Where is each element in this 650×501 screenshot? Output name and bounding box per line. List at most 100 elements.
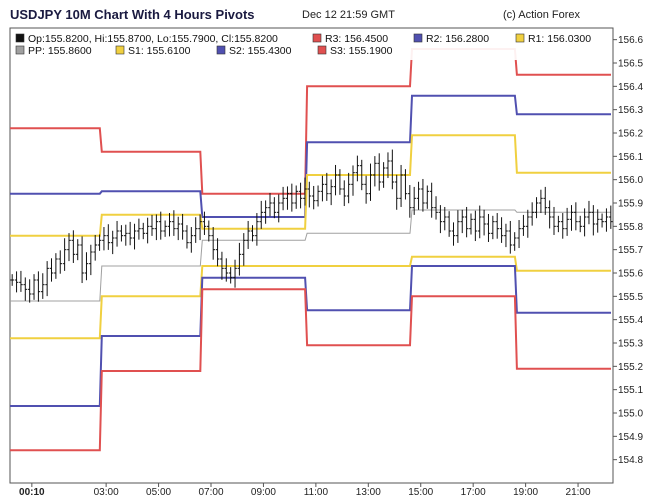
price-bar	[263, 200, 268, 224]
price-bar	[185, 225, 189, 249]
pivot-line-s1	[10, 255, 611, 340]
price-bar	[429, 182, 434, 218]
price-bar	[434, 196, 438, 220]
y-tick-label: 154.9	[618, 432, 643, 443]
price-bar	[115, 220, 119, 247]
price-bar	[438, 205, 443, 234]
price-bar	[23, 277, 28, 301]
price-bar	[158, 211, 163, 240]
price-bar	[276, 194, 281, 223]
price-bar	[473, 210, 478, 242]
price-bar	[84, 252, 89, 281]
price-bar	[517, 220, 521, 249]
price-bar	[54, 253, 58, 279]
price-bar	[403, 169, 408, 200]
price-bar	[499, 217, 504, 243]
price-bar	[368, 163, 373, 201]
price-bar	[534, 197, 539, 219]
legend-swatch	[115, 45, 125, 55]
price-bar	[491, 215, 495, 240]
price-bar	[272, 197, 277, 219]
price-bar	[202, 211, 207, 235]
price-bar	[311, 185, 316, 210]
legend-background	[11, 29, 591, 60]
price-bar	[193, 217, 198, 243]
price-bar	[10, 274, 14, 286]
price-bar	[381, 162, 386, 188]
price-bar	[172, 210, 176, 236]
price-bar	[412, 186, 416, 215]
x-tick-label: 00:10	[19, 487, 45, 498]
price-bar	[355, 155, 360, 182]
price-bar	[386, 152, 390, 179]
price-bar	[456, 210, 460, 243]
price-bar	[600, 213, 604, 228]
price-bar	[408, 185, 412, 218]
price-bar	[150, 214, 154, 236]
price-bar	[469, 213, 473, 235]
price-bar	[486, 213, 491, 242]
legend-entry: S3: 155.1900	[330, 45, 393, 57]
price-bar	[268, 192, 272, 217]
price-bar	[464, 206, 469, 238]
y-tick-label: 155.9	[618, 199, 643, 210]
legend-entry: Op:155.8200, Hi:155.8700, Lo:155.7900, C…	[28, 33, 278, 45]
y-tick-label: 155.8	[618, 222, 643, 233]
price-bar	[595, 209, 600, 233]
price-bar	[119, 225, 124, 242]
price-bar	[530, 202, 534, 226]
price-bar	[102, 227, 106, 251]
price-bar	[145, 217, 150, 244]
legend-entry: S1: 155.6100	[128, 45, 191, 57]
price-bar	[241, 233, 246, 266]
y-tick-label: 155.2	[618, 362, 643, 373]
price-bar	[556, 215, 561, 233]
price-bar	[298, 182, 303, 209]
y-tick-label: 155.5	[618, 292, 643, 303]
legend-swatch	[312, 33, 322, 43]
price-bars	[10, 149, 613, 303]
y-tick-label: 156.3	[618, 105, 643, 116]
price-bar	[587, 200, 591, 225]
y-tick-label: 155.0	[618, 409, 643, 420]
price-bar	[62, 238, 67, 271]
legend-entry: R2: 156.2800	[426, 33, 489, 45]
price-bar	[425, 185, 430, 209]
price-bar	[154, 214, 159, 241]
price-bar	[547, 200, 552, 229]
price-bar	[447, 211, 451, 237]
price-bar	[75, 239, 80, 261]
price-bar	[482, 209, 486, 236]
price-bar	[569, 205, 574, 231]
price-bar	[329, 179, 333, 206]
plot-area	[9, 27, 614, 484]
price-bar	[521, 214, 526, 236]
price-bar	[110, 230, 115, 255]
x-tick-label: 15:00	[408, 487, 433, 498]
pivot-line-s3	[10, 288, 611, 452]
price-bar	[220, 251, 224, 280]
legend: Op:155.8200, Hi:155.8700, Lo:155.7900, C…	[11, 29, 591, 60]
price-bar	[460, 209, 465, 234]
price-bar	[189, 227, 194, 253]
legend-entry: R3: 156.4500	[325, 33, 388, 45]
price-bar	[123, 224, 128, 246]
price-bar	[167, 213, 172, 237]
price-bar	[40, 273, 45, 299]
x-tick-label: 05:00	[146, 487, 171, 498]
legend-swatch	[15, 33, 25, 43]
price-bar	[259, 200, 264, 229]
price-bar	[281, 186, 285, 211]
price-bar	[394, 174, 399, 210]
price-bar	[303, 177, 307, 206]
price-bar	[106, 224, 111, 250]
x-tick-label: 09:00	[251, 487, 276, 498]
price-bar	[578, 215, 583, 233]
price-bar	[582, 208, 587, 237]
price-bar	[399, 164, 403, 207]
price-bar	[373, 156, 377, 187]
price-bar	[71, 230, 76, 263]
price-bar	[504, 223, 508, 248]
price-bar	[285, 186, 290, 210]
